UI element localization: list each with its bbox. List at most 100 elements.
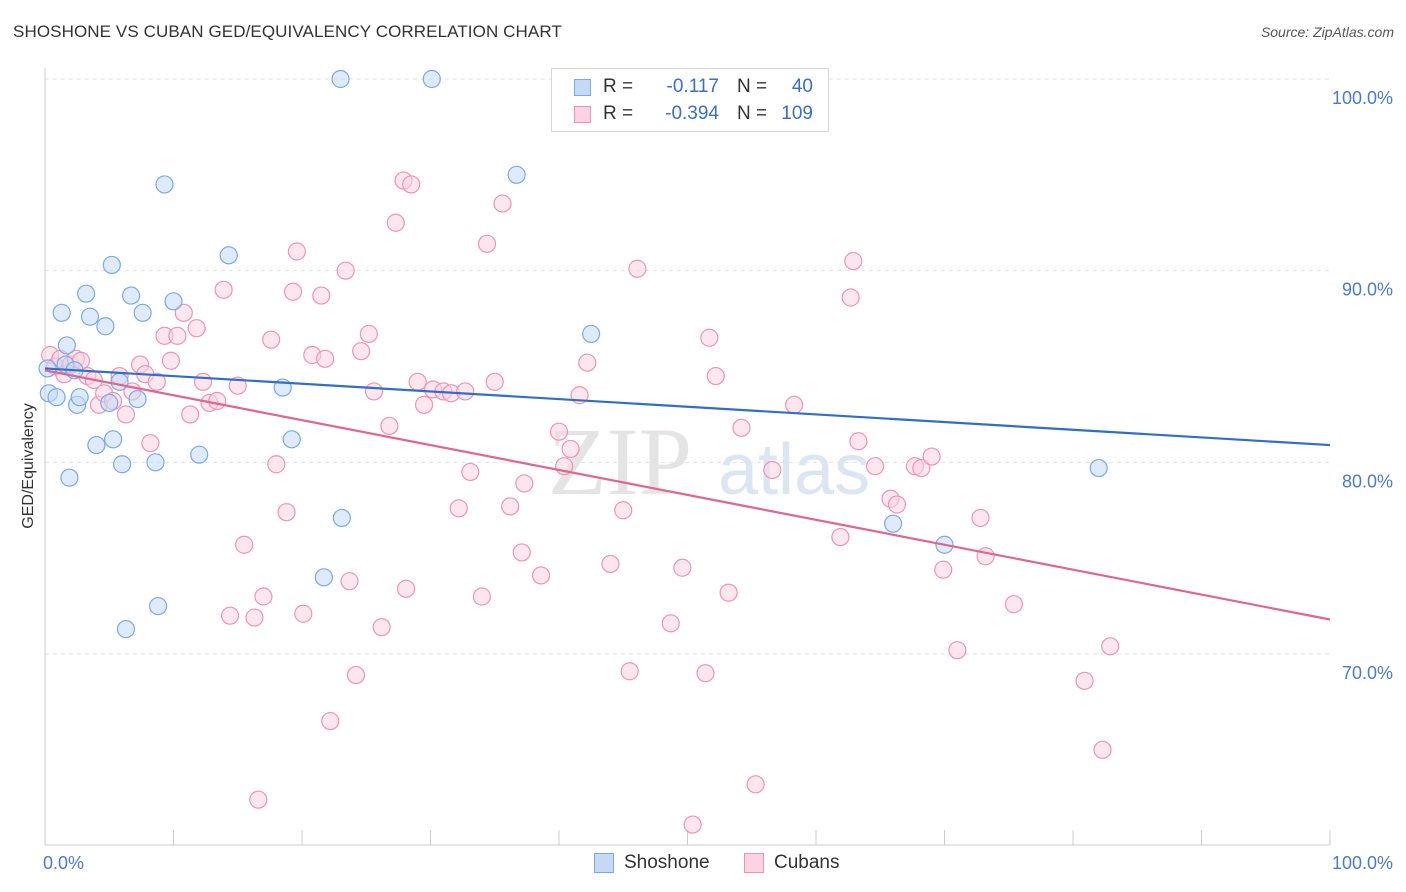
point-cubans [746,775,765,794]
point-cubans [628,259,647,278]
x-tick-labels: 0.0% 100.0% [43,853,1393,873]
series-legend-shoshone[interactable]: Shoshone [594,852,710,874]
point-shoshone [422,69,441,89]
point-cubans [262,330,281,349]
watermark-zip: ZIP [548,408,692,515]
point-cubans [414,395,434,414]
point-cubans [561,439,580,459]
source-credit: Source: ZipAtlas.com [1260,24,1394,40]
legend-n-value: 40 [791,76,813,97]
point-cubans [321,711,340,731]
legend-swatch-shoshone [574,78,591,96]
point-shoshone [190,445,209,464]
point-cubans [1101,637,1120,656]
point-shoshone [155,175,174,194]
point-cubans [461,462,480,482]
point-cubans [976,547,995,566]
point-cubans [477,234,497,253]
point-shoshone [70,388,89,407]
point-shoshone [110,372,129,391]
point-shoshone [507,165,526,184]
point-shoshone [104,430,123,449]
point-cubans [228,376,247,395]
correlation-legend: R = -0.117 N = 40 R = -0.394 N = 109 [551,68,829,132]
point-cubans [380,416,399,436]
point-cubans [449,499,468,518]
point-shoshone [219,246,238,265]
point-shoshone [121,286,141,305]
series-swatch-cubans [744,853,764,873]
point-shoshone [332,508,351,528]
point-shoshone [52,303,71,322]
point-cubans [719,583,738,602]
point-cubans [844,251,863,271]
point-cubans [287,242,306,261]
point-shoshone [148,596,168,616]
point-cubans [208,391,227,411]
point-cubans [372,618,391,637]
point-cubans [934,560,953,579]
point-cubans [235,535,254,554]
point-shoshone [582,324,601,344]
point-shoshone [57,336,76,355]
data-points [38,69,1120,834]
point-cubans [971,508,990,528]
point-shoshone [77,284,96,303]
watermark: ZIP atlas [548,408,870,515]
point-cubans [512,543,531,562]
point-shoshone [331,69,350,89]
point-cubans [220,606,240,625]
point-cubans [922,447,941,466]
point-cubans [912,458,931,478]
point-cubans [732,418,751,437]
watermark-atlas: atlas [718,430,870,510]
y-tick-label: 100.0% [1332,88,1393,108]
point-cubans [267,455,286,474]
point-cubans [578,353,597,372]
point-shoshone [314,568,333,587]
point-cubans [661,614,680,633]
point-cubans [359,324,378,344]
legend-n-label: N = [737,76,768,97]
point-shoshone [883,514,903,533]
point-cubans [147,372,166,391]
point-cubans [249,790,268,809]
point-cubans [515,474,534,493]
legend-r-label: R = [603,103,634,124]
point-cubans [620,662,639,681]
legend-row-cubans: R = -0.394 N = 109 [574,102,813,126]
series-label-shoshone: Shoshone [624,852,710,873]
y-tick-label: 70.0% [1342,663,1393,683]
point-cubans [601,554,620,574]
point-cubans [245,608,264,627]
trend-line-cubans [44,369,1331,621]
chart-title: SHOSHONE VS CUBAN GED/EQUIVALENCY CORREL… [13,22,562,41]
legend-row-shoshone: R = -0.117 N = 40 [574,75,813,99]
point-cubans [168,326,187,345]
axes [44,68,1331,846]
point-cubans [531,566,551,585]
point-cubans [340,572,359,591]
point-cubans [501,497,520,516]
point-cubans [887,495,907,514]
trend-line-shoshone [44,367,1331,447]
point-cubans [408,372,427,391]
series-legend-cubans[interactable]: Cubans [744,852,840,874]
point-cubans [116,405,136,424]
point-shoshone [60,468,79,487]
point-cubans [336,261,355,280]
point-cubans [1075,671,1094,690]
y-tick-label: 90.0% [1342,280,1393,300]
point-shoshone [100,393,119,413]
point-cubans [316,349,335,368]
point-cubans [456,382,475,401]
legend-n-label: N = [737,103,768,124]
point-cubans [866,457,885,476]
point-cubans [174,303,193,322]
point-cubans [346,665,366,685]
point-shoshone [282,430,301,449]
point-cubans [700,328,719,347]
point-cubans [352,342,371,361]
point-cubans [493,194,512,213]
